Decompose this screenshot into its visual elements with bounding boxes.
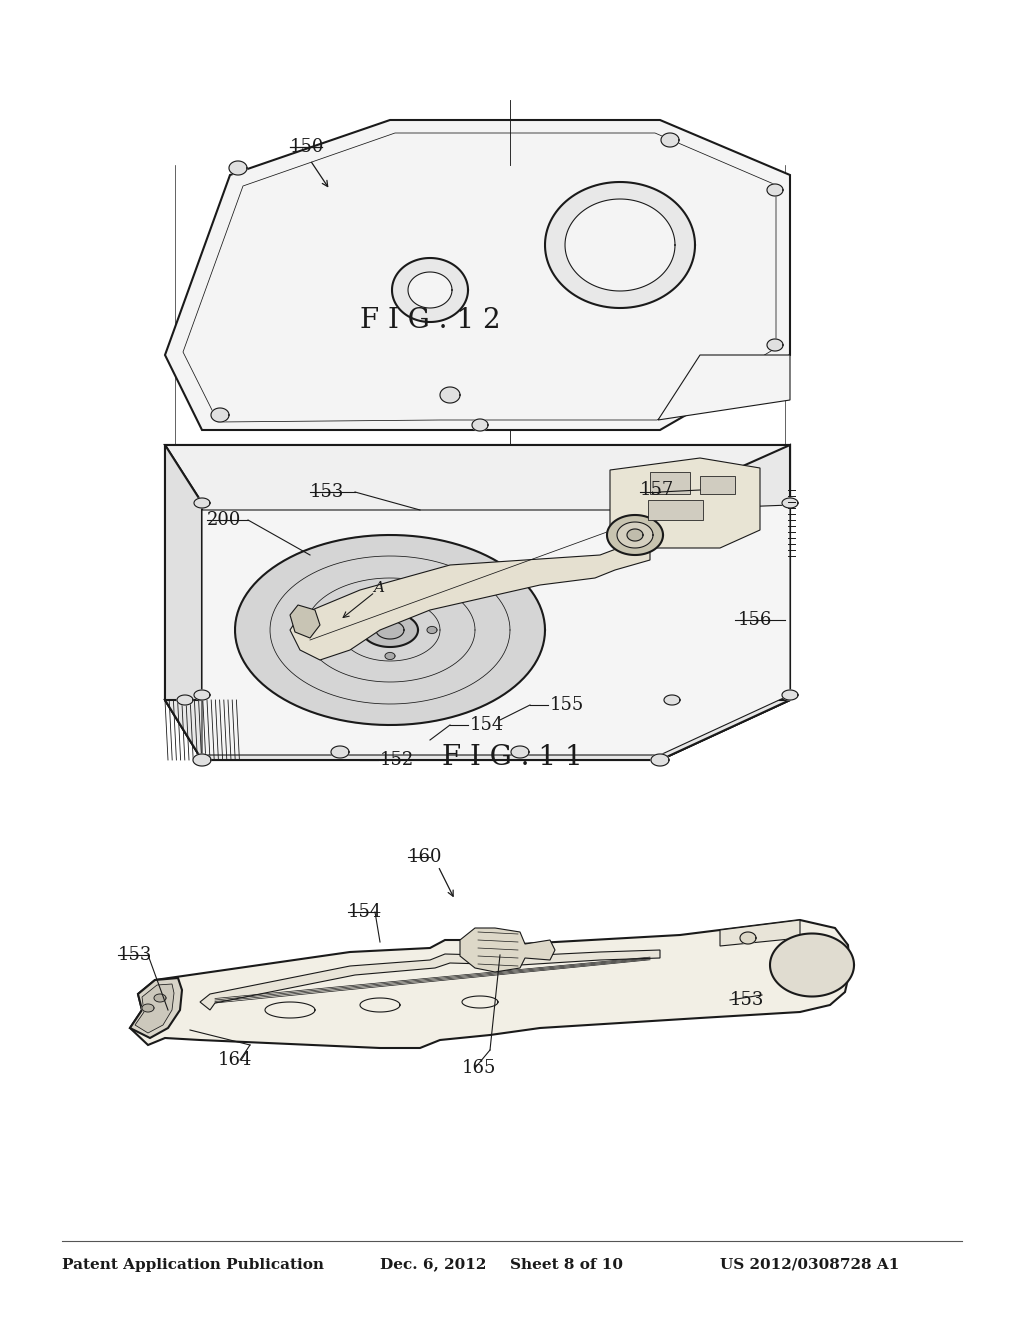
Polygon shape (460, 928, 555, 972)
Text: 164: 164 (218, 1051, 252, 1069)
Text: Sheet 8 of 10: Sheet 8 of 10 (510, 1258, 623, 1271)
Polygon shape (700, 477, 735, 494)
Polygon shape (610, 458, 760, 548)
Polygon shape (154, 994, 166, 1002)
Polygon shape (165, 445, 202, 760)
Polygon shape (804, 960, 820, 972)
Text: 154: 154 (348, 903, 382, 921)
Text: US 2012/0308728 A1: US 2012/0308728 A1 (720, 1258, 899, 1271)
Text: 157: 157 (640, 480, 674, 499)
Polygon shape (607, 515, 663, 554)
Polygon shape (782, 942, 842, 987)
Polygon shape (202, 506, 790, 755)
Text: 153: 153 (118, 946, 153, 964)
Polygon shape (211, 408, 229, 422)
Polygon shape (545, 182, 695, 308)
Polygon shape (440, 387, 460, 403)
Polygon shape (130, 920, 850, 1048)
Polygon shape (740, 932, 756, 944)
Polygon shape (331, 746, 349, 758)
Polygon shape (193, 754, 211, 766)
Text: 165: 165 (462, 1059, 497, 1077)
Text: Dec. 6, 2012: Dec. 6, 2012 (380, 1258, 486, 1271)
Text: 200: 200 (207, 511, 242, 529)
Text: A: A (373, 581, 384, 595)
Text: Patent Application Publication: Patent Application Publication (62, 1258, 324, 1271)
Text: 150: 150 (290, 139, 325, 156)
Polygon shape (360, 998, 400, 1012)
Polygon shape (200, 950, 660, 1010)
Polygon shape (767, 183, 783, 195)
Text: 153: 153 (310, 483, 344, 502)
Polygon shape (362, 612, 418, 647)
Polygon shape (142, 1005, 154, 1012)
Polygon shape (385, 652, 395, 660)
Polygon shape (177, 696, 193, 705)
Polygon shape (664, 696, 680, 705)
Polygon shape (229, 161, 247, 176)
Polygon shape (648, 500, 703, 520)
Polygon shape (511, 746, 529, 758)
Polygon shape (130, 978, 182, 1038)
Text: 156: 156 (738, 611, 772, 630)
Polygon shape (236, 535, 545, 725)
Polygon shape (767, 339, 783, 351)
Polygon shape (265, 1002, 315, 1018)
Text: 152: 152 (380, 751, 415, 770)
Polygon shape (165, 445, 790, 760)
Polygon shape (290, 490, 650, 660)
Polygon shape (658, 355, 790, 420)
Polygon shape (660, 445, 790, 760)
Polygon shape (135, 983, 174, 1034)
Text: 154: 154 (470, 715, 504, 734)
Text: 160: 160 (408, 847, 442, 866)
Polygon shape (376, 620, 404, 639)
Polygon shape (392, 257, 468, 322)
Polygon shape (782, 498, 798, 508)
Polygon shape (427, 627, 437, 634)
Polygon shape (165, 445, 790, 565)
Polygon shape (565, 199, 675, 290)
Polygon shape (794, 952, 830, 978)
Text: F I G . 1 2: F I G . 1 2 (359, 308, 501, 334)
Polygon shape (343, 627, 353, 634)
Polygon shape (194, 690, 210, 700)
Polygon shape (720, 920, 800, 946)
Polygon shape (627, 529, 643, 541)
Polygon shape (408, 272, 452, 308)
Polygon shape (165, 700, 790, 760)
Text: F I G . 1 1: F I G . 1 1 (441, 744, 583, 771)
Polygon shape (385, 601, 395, 607)
Polygon shape (782, 690, 798, 700)
Polygon shape (650, 473, 690, 494)
Polygon shape (194, 498, 210, 508)
Polygon shape (290, 605, 319, 638)
Polygon shape (165, 120, 790, 430)
Polygon shape (462, 997, 498, 1008)
Polygon shape (770, 933, 854, 997)
Polygon shape (617, 521, 653, 548)
Text: 153: 153 (730, 991, 764, 1008)
Polygon shape (472, 418, 488, 432)
Polygon shape (651, 754, 669, 766)
Text: 155: 155 (550, 696, 585, 714)
Polygon shape (662, 133, 679, 147)
